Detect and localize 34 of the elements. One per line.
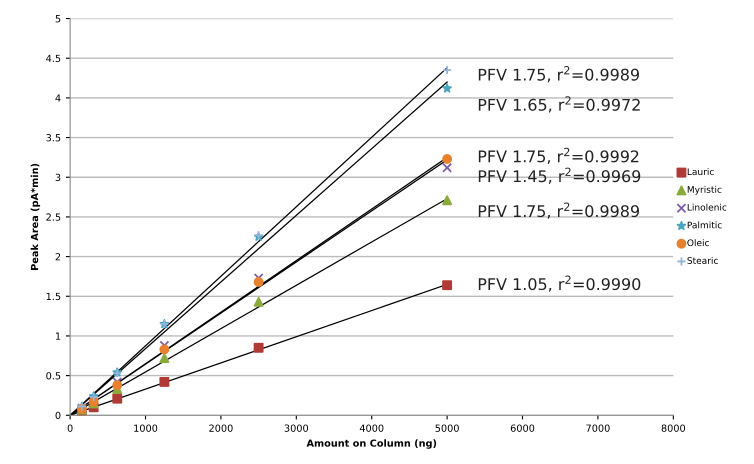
y-tick-label: 1: [56, 332, 60, 340]
x-tick-label: 6000: [510, 424, 534, 432]
x-tick-label: 0: [68, 424, 73, 432]
annotation: PFV 1.45, r$^{2}$=0.9969: [478, 168, 640, 184]
annotation: PFV 1.05, r$^{2}$=0.9990: [478, 276, 640, 292]
legend-label: Stearic: [687, 256, 718, 264]
legend-label: Palmitic: [688, 221, 722, 228]
x-tick-label: 8000: [662, 424, 686, 432]
x-tick-label: 1000: [134, 424, 158, 432]
annotation: PFV 1.75, r$^{2}$=0.9992: [478, 148, 638, 164]
legend-label: Oleic: [687, 239, 709, 246]
legend-label: Linolenic: [688, 204, 726, 211]
legend-label: Myristic: [688, 186, 722, 195]
y-tick-label: 0: [56, 412, 60, 420]
legend-label: Lauric: [688, 168, 714, 176]
y-axis-title: Peak Area (pA*min): [30, 164, 40, 270]
x-axis-title: Amount on Column (ng): [306, 439, 436, 449]
y-tick-label: 1.5: [46, 292, 60, 300]
x-tick-label: 2000: [209, 424, 233, 432]
y-tick-label: 2: [56, 253, 60, 260]
y-tick-label: 5: [56, 15, 60, 22]
annotation: PFV 1.75, r$^{2}$=0.9989: [478, 66, 639, 82]
x-tick-label: 7000: [586, 424, 610, 432]
y-tick-label: 4: [55, 94, 61, 102]
x-tick-label: 4000: [360, 424, 384, 432]
x-tick-label: 5000: [436, 424, 459, 432]
y-tick-label: 0.5: [46, 372, 60, 380]
y-tick-label: 4.5: [46, 54, 60, 62]
x-tick-label: 3000: [284, 424, 308, 432]
y-tick-label: 3.5: [46, 134, 60, 142]
annotation: PFV 1.65, r$^{2}$=0.9972: [478, 96, 640, 112]
y-tick-label: 3: [56, 174, 60, 182]
y-tick-label: 2.5: [46, 213, 60, 221]
annotation: PFV 1.75, r$^{2}$=0.9989: [478, 202, 639, 219]
